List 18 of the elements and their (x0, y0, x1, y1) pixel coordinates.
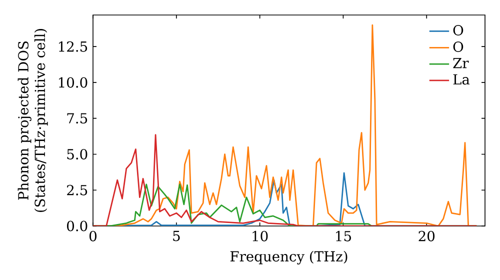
y-tick-label: 2.5 (67, 184, 88, 196)
x-tick-label: 10 (252, 230, 268, 242)
x-axis-title: Frequency (THz) (230, 250, 348, 264)
y-tick-label: 0.0 (67, 220, 88, 232)
x-tick-label: 0 (90, 230, 96, 242)
x-tick-label: 15 (336, 230, 351, 242)
y-axis-title: Phonon projected DOS (States/THz·primitive cell) (18, 29, 48, 212)
line-series (93, 134, 478, 226)
y-tick-label: 7.5 (67, 113, 88, 124)
legend-label: O (453, 42, 464, 52)
x-tick-label: 5 (173, 230, 180, 242)
y-tick-label: 12.5 (59, 41, 88, 52)
x-tick-label: 20 (418, 230, 435, 242)
y-tick-label: 5.0 (67, 148, 88, 160)
legend-label: O (453, 25, 464, 36)
legend-label: Zr (453, 58, 469, 68)
y-tick-label: 10.0 (59, 77, 88, 88)
legend-label: La (453, 74, 470, 85)
